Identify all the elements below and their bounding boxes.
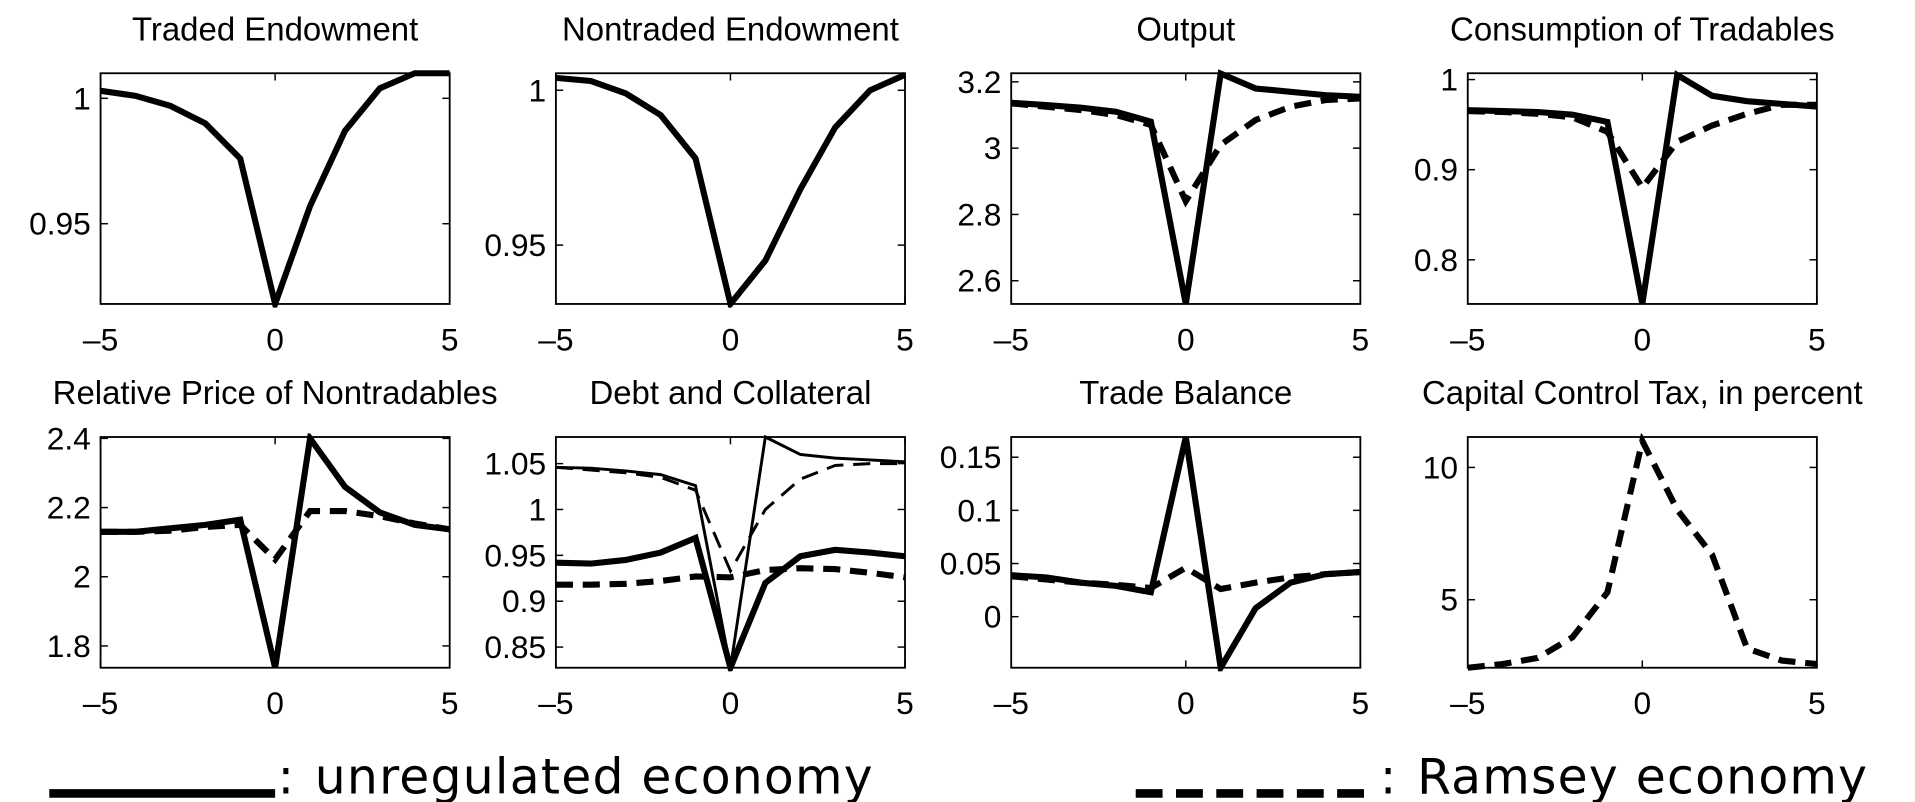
x-tick-label: 5 bbox=[1352, 685, 1370, 721]
x-tick-label: –5 bbox=[1450, 685, 1485, 721]
data-line bbox=[555, 72, 907, 308]
data-line bbox=[555, 533, 906, 672]
x-tick-label: 0 bbox=[266, 321, 284, 357]
data-line bbox=[555, 565, 906, 588]
legend-name: unregulated economy bbox=[315, 748, 874, 802]
chart-title: Nontraded Endowment bbox=[562, 10, 899, 47]
y-tick-label: 1 bbox=[528, 491, 546, 527]
x-tick-label: 0 bbox=[722, 685, 740, 721]
chart-title: Consumption of Tradables bbox=[1450, 10, 1835, 47]
plot-frame bbox=[99, 436, 451, 669]
data-line bbox=[100, 70, 450, 308]
y-tick-label: 2.4 bbox=[47, 420, 91, 456]
data-line bbox=[1010, 95, 1361, 208]
legend-name: Ramsey economy bbox=[1417, 748, 1868, 802]
data-line bbox=[100, 507, 451, 565]
legend-label: : Ramsey economy bbox=[1380, 748, 1868, 802]
data-line bbox=[1010, 564, 1361, 593]
y-tick-label: 0.85 bbox=[484, 629, 546, 665]
x-tick-label: –5 bbox=[83, 685, 118, 721]
chart-title: Debt and Collateral bbox=[589, 374, 871, 411]
y-tick-label: 2.2 bbox=[47, 490, 91, 526]
y-tick-label: 1.8 bbox=[47, 628, 91, 664]
y-tick-label: 0.15 bbox=[940, 439, 1002, 475]
chart-title: Trade Balance bbox=[1079, 374, 1292, 411]
data-line bbox=[1011, 436, 1361, 672]
y-tick-label: 0 bbox=[984, 599, 1002, 635]
x-tick-label: 5 bbox=[1352, 321, 1370, 357]
x-tick-label: 5 bbox=[441, 685, 459, 721]
y-tick-label: 1 bbox=[528, 72, 546, 108]
x-tick-label: –5 bbox=[994, 685, 1029, 721]
x-tick-label: 5 bbox=[896, 685, 914, 721]
data-line bbox=[1467, 101, 1817, 194]
x-tick-label: 5 bbox=[896, 321, 914, 357]
plot-frame bbox=[99, 72, 451, 305]
data-line bbox=[100, 433, 451, 669]
x-tick-label: 0 bbox=[1633, 685, 1651, 721]
y-tick-label: 0.95 bbox=[484, 227, 546, 263]
x-tick-label: 0 bbox=[1177, 321, 1195, 357]
data-line bbox=[555, 462, 906, 575]
y-tick-label: 3.2 bbox=[957, 64, 1001, 100]
y-tick-label: 2 bbox=[73, 559, 91, 595]
y-tick-label: 0.8 bbox=[1414, 242, 1458, 278]
legend-separator: : bbox=[1380, 748, 1398, 802]
y-tick-label: 5 bbox=[1440, 582, 1458, 618]
chart-title: Output bbox=[1136, 10, 1235, 47]
y-tick-label: 0.05 bbox=[940, 546, 1002, 582]
plot-frame bbox=[1466, 436, 1818, 669]
x-tick-label: 0 bbox=[1633, 321, 1651, 357]
plot-frame bbox=[1010, 72, 1362, 305]
x-tick-label: –5 bbox=[538, 321, 573, 357]
y-tick-label: 10 bbox=[1423, 449, 1458, 485]
x-tick-label: 5 bbox=[1808, 321, 1826, 357]
y-tick-label: 1 bbox=[1440, 62, 1458, 98]
data-line bbox=[1011, 69, 1361, 305]
x-tick-label: 5 bbox=[1808, 685, 1826, 721]
x-tick-label: 0 bbox=[266, 685, 284, 721]
legend-label: : unregulated economy bbox=[278, 748, 874, 802]
x-tick-label: 5 bbox=[441, 321, 459, 357]
x-tick-label: –5 bbox=[83, 321, 118, 357]
y-tick-label: 2.8 bbox=[957, 196, 1001, 232]
y-tick-label: 3 bbox=[984, 130, 1002, 166]
y-tick-label: 0.95 bbox=[29, 206, 91, 242]
x-tick-label: –5 bbox=[994, 321, 1029, 357]
chart-title: Traded Endowment bbox=[132, 10, 418, 47]
plot-frame bbox=[554, 72, 906, 305]
chart-title: Capital Control Tax, in percent bbox=[1422, 374, 1863, 411]
x-tick-label: 0 bbox=[1177, 685, 1195, 721]
x-tick-label: 0 bbox=[722, 321, 740, 357]
x-tick-label: –5 bbox=[538, 685, 573, 721]
plot-frame bbox=[554, 436, 906, 669]
data-line bbox=[1467, 433, 1818, 671]
plot-frame bbox=[1466, 72, 1818, 305]
y-tick-label: 0.9 bbox=[1414, 152, 1458, 188]
y-tick-label: 1 bbox=[73, 80, 91, 116]
legend-separator: : bbox=[278, 748, 296, 802]
y-tick-label: 2.6 bbox=[957, 263, 1001, 299]
y-tick-label: 0.9 bbox=[502, 583, 546, 619]
y-tick-label: 0.1 bbox=[957, 492, 1001, 528]
y-tick-label: 0.95 bbox=[484, 537, 546, 573]
plot-frame bbox=[1010, 436, 1362, 669]
chart-title: Relative Price of Nontradables bbox=[53, 374, 498, 411]
y-tick-label: 1.05 bbox=[484, 446, 546, 482]
x-tick-label: –5 bbox=[1450, 321, 1485, 357]
